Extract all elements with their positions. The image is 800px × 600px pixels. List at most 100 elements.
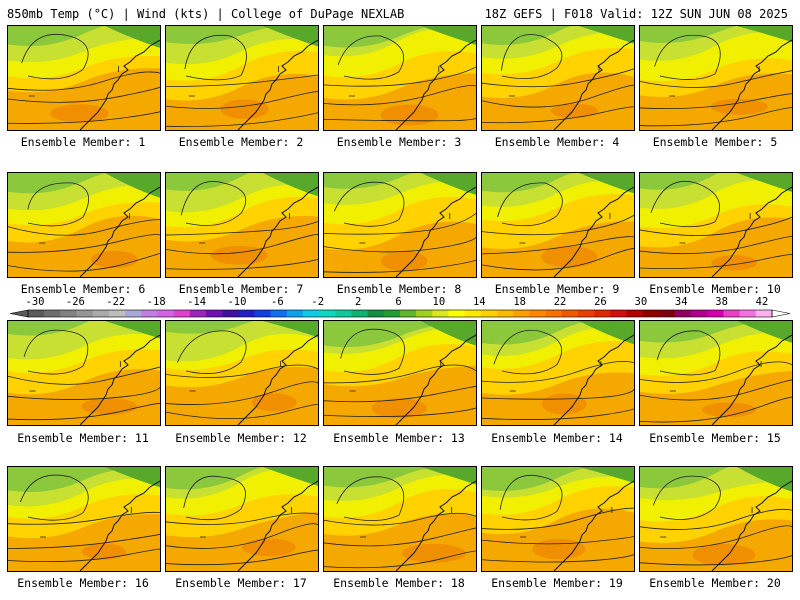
ensemble-member-label: Ensemble Member: 10 — [649, 282, 781, 296]
header-run-info: 18Z GEFS | F018 Valid: 12Z SUN JUN 08 20… — [484, 7, 788, 21]
ensemble-member-label: Ensemble Member: 11 — [17, 431, 149, 445]
colorbar-segment — [545, 310, 563, 317]
ensemble-member-label: Ensemble Member: 12 — [175, 431, 307, 445]
ensemble-member-label: Ensemble Member: 4 — [494, 135, 620, 149]
ensemble-member-label: Ensemble Member: 17 — [175, 576, 307, 590]
colorbar-segment — [60, 310, 77, 317]
temperature-map — [482, 321, 634, 425]
temperature-map — [640, 321, 792, 425]
colorbar-segment — [44, 310, 61, 317]
ensemble-member-label: Ensemble Member: 13 — [333, 431, 465, 445]
ensemble-member-map — [323, 320, 477, 426]
header-title: 850mb Temp (°C) | Wind (kts) | College o… — [7, 7, 405, 21]
colorbar-segment — [383, 310, 401, 317]
ensemble-member-map — [7, 320, 161, 426]
ensemble-member-map — [165, 172, 319, 278]
colorbar-tick: 26 — [594, 296, 607, 308]
temperature-map — [166, 173, 318, 277]
colorbar-tick: -22 — [106, 296, 126, 308]
ensemble-member-map — [165, 466, 319, 572]
colorbar-tick: 34 — [674, 296, 688, 308]
ensemble-member-label: Ensemble Member: 16 — [17, 576, 149, 590]
colorbar-segment — [529, 310, 546, 317]
ensemble-member-map — [481, 172, 635, 278]
colorbar-segment — [400, 310, 417, 317]
temperature-map — [482, 467, 634, 571]
temperature-map — [324, 26, 476, 130]
colorbar-segment — [674, 310, 692, 317]
colorbar-segment — [739, 310, 757, 317]
temperature-map — [324, 467, 476, 571]
colorbar-segment — [108, 310, 126, 317]
temperature-map — [8, 321, 160, 425]
colorbar-tick: -18 — [146, 296, 166, 308]
ensemble-member-map — [165, 320, 319, 426]
ensemble-member-label: Ensemble Member: 9 — [494, 282, 620, 296]
temperature-map — [324, 321, 476, 425]
colorbar-tick: -2 — [311, 296, 325, 308]
ensemble-member-label: Ensemble Member: 1 — [20, 135, 146, 149]
colorbar-segment — [76, 310, 93, 317]
colorbar-segment — [497, 310, 514, 317]
colorbar-tick: 42 — [755, 296, 769, 308]
colorbar-segment — [335, 310, 352, 317]
colorbar-segment — [92, 310, 110, 317]
temperature-map — [8, 26, 160, 130]
ensemble-member-map — [639, 172, 793, 278]
colorbar-segment — [270, 310, 288, 317]
colorbar-segment — [626, 310, 643, 317]
colorbar-segment — [480, 310, 498, 317]
temperature-map — [640, 173, 792, 277]
colorbar-right-arrow — [771, 309, 791, 318]
temperature-map — [640, 26, 792, 130]
colorbar-segment — [642, 310, 660, 317]
colorbar-segment — [319, 310, 336, 317]
colorbar-tick: -14 — [187, 296, 207, 308]
ensemble-member-label: Ensemble Member: 7 — [178, 282, 304, 296]
colorbar-segment — [707, 310, 724, 317]
colorbar-segment — [755, 310, 773, 317]
colorbar-segment — [157, 310, 174, 317]
ensemble-member-map — [481, 25, 635, 131]
ensemble-member-map — [165, 25, 319, 131]
colorbar-tick: 18 — [513, 296, 526, 308]
colorbar-segment — [141, 310, 158, 317]
colorbar-segment — [125, 310, 142, 317]
ensemble-member-label: Ensemble Member: 2 — [178, 135, 304, 149]
temperature-map — [166, 467, 318, 571]
colorbar-tick: -10 — [227, 296, 247, 308]
colorbar-segment — [238, 310, 255, 317]
colorbar-segment — [577, 310, 595, 317]
ensemble-member-label: Ensemble Member: 15 — [649, 431, 781, 445]
ensemble-member-map — [639, 25, 793, 131]
ensemble-member-map — [7, 466, 161, 572]
colorbar-segment — [513, 310, 530, 317]
ensemble-member-label: Ensemble Member: 14 — [491, 431, 623, 445]
colorbar-segment — [222, 310, 239, 317]
temperature-map — [166, 321, 318, 425]
colorbar-segment — [254, 310, 271, 317]
temperature-map — [166, 26, 318, 130]
colorbar-tick: 2 — [354, 296, 362, 308]
colorbar-segment — [723, 310, 740, 317]
colorbar-tick: 10 — [432, 296, 446, 308]
colorbar-tick: 22 — [553, 296, 567, 308]
temperature-map — [8, 173, 160, 277]
temperature-map — [8, 467, 160, 571]
ensemble-member-map — [323, 466, 477, 572]
colorbar-tick: 6 — [395, 296, 402, 308]
ensemble-member-label: Ensemble Member: 8 — [336, 282, 462, 296]
ensemble-member-map — [481, 320, 635, 426]
colorbar-tick: -6 — [271, 296, 284, 308]
colorbar-segment — [173, 310, 191, 317]
colorbar-segment — [189, 310, 207, 317]
colorbar-segment — [610, 310, 627, 317]
temperature-map — [324, 173, 476, 277]
ensemble-member-label: Ensemble Member: 20 — [649, 576, 781, 590]
ensemble-member-label: Ensemble Member: 19 — [491, 576, 623, 590]
temperature-map — [482, 26, 634, 130]
colorbar-segment — [28, 310, 45, 317]
temperature-map — [482, 173, 634, 277]
colorbar-segment — [416, 310, 433, 317]
colorbar-segment — [432, 310, 449, 317]
